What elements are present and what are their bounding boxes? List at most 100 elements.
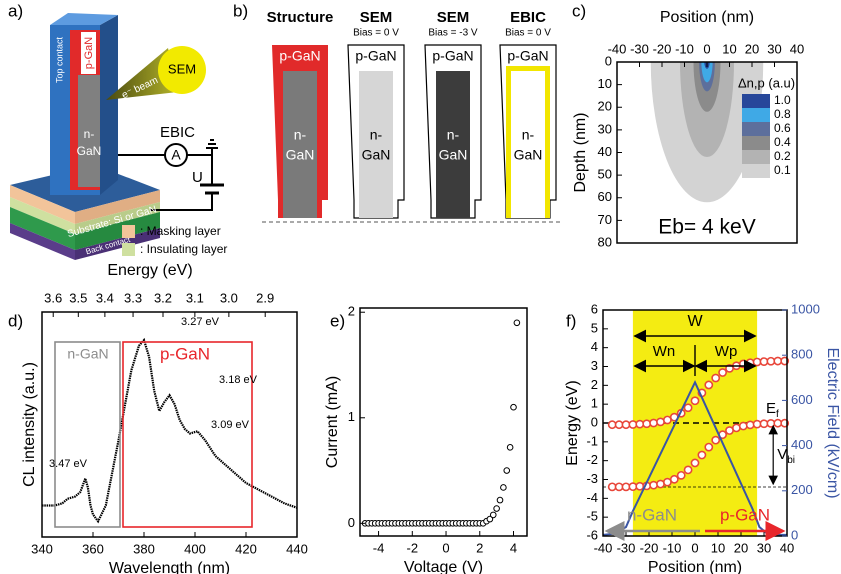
y-tick-label: 1: [348, 409, 355, 424]
p-gan-label: p-GaN: [279, 48, 320, 64]
substrate-layer: [75, 212, 160, 250]
masking-layer: [75, 190, 160, 224]
region-label: n-GaN: [67, 346, 108, 362]
label-sub: f: [776, 409, 779, 420]
x-tick-label: 380: [133, 541, 155, 556]
x-tick-label: 400: [184, 541, 206, 556]
panel-label: e): [330, 311, 345, 330]
y-axis-label: Current (mA): [324, 376, 341, 468]
x-axis-label: Wavelength (nm): [109, 560, 230, 574]
legend-label: : Masking layer: [140, 224, 221, 238]
region-label: p-GaN: [160, 344, 210, 363]
panel-label: b): [233, 1, 248, 20]
legend-label: 0.1: [774, 163, 791, 177]
x2-axis-label: Energy (eV): [107, 262, 192, 279]
iv-point: [486, 515, 494, 523]
panel-label: d): [8, 311, 23, 330]
legend-label: 0.4: [774, 135, 791, 149]
legend-label: : Insulating layer: [140, 242, 227, 256]
n-gan-label: n-: [370, 127, 383, 143]
band-point: [704, 380, 714, 390]
peak-annotation: 3.47 eV: [49, 458, 88, 470]
legend-swatch: [742, 108, 770, 122]
ammeter-label: A: [171, 147, 181, 163]
band-point: [738, 421, 748, 431]
wp-label: Wp: [715, 343, 738, 360]
x-tick-label: 30: [767, 41, 781, 56]
band-point: [690, 458, 700, 468]
column-title: SEM: [360, 9, 393, 26]
column-title: Structure: [267, 9, 334, 26]
x-tick-label: -10: [663, 540, 682, 555]
n-gan-label: n-GaN: [627, 505, 677, 524]
back-contact-layer: [10, 223, 75, 260]
x-tick-label: 360: [82, 541, 104, 556]
y-tick-label: 20: [598, 99, 612, 114]
label-main: E: [766, 400, 776, 417]
y-axis-label: Energy (eV): [564, 380, 581, 465]
x-axis-label: Position (nm): [660, 9, 754, 26]
ground: [206, 139, 218, 155]
n-gan-label: n-: [447, 127, 460, 143]
x-tick-label: -20: [653, 41, 672, 56]
top-contact-label: Top contact: [54, 36, 64, 83]
legend-swatch: [742, 164, 770, 178]
band-point: [711, 373, 721, 383]
iv-point: [513, 319, 521, 327]
panel-a: a) p-GaN Top contact n- GaN e⁻ beam SEM …: [8, 1, 227, 260]
x-tick-label: -30: [617, 540, 636, 555]
x2-tick-label: 3.5: [69, 290, 87, 305]
y-tick-label: 0: [348, 515, 355, 530]
legend-label: 0.8: [774, 107, 791, 121]
column-core: [436, 71, 470, 218]
legend-swatch: [122, 243, 135, 256]
y-tick-label: 1: [591, 396, 598, 411]
voltage-label: U: [192, 169, 203, 186]
p-gan-label: p-GaN: [720, 505, 770, 524]
y-tick-label: 70: [598, 212, 612, 227]
y-tick-label: 3: [591, 358, 598, 373]
y-tick-label: 2: [591, 377, 598, 392]
y-tick-label: 2: [348, 304, 355, 319]
n-gan-label: GaN: [286, 147, 315, 163]
x2-tick-label: 2.9: [256, 290, 274, 305]
x2-tick-label: 3.1: [186, 290, 204, 305]
band-point: [711, 435, 721, 445]
x-tick-label: -20: [640, 540, 659, 555]
n-gan-label: n-: [84, 127, 95, 141]
legend-swatch: [742, 94, 770, 108]
y-tick-label: 10: [598, 76, 612, 91]
band-point: [669, 474, 679, 484]
column-title: EBIC: [510, 9, 546, 26]
band-point: [656, 479, 665, 489]
plot-frame: [41, 311, 298, 538]
x2-tick-label: 3.6: [44, 290, 62, 305]
y2-axis-label: Electric Field (kV/cm): [824, 347, 841, 498]
x-tick-label: 340: [31, 541, 53, 556]
column-core: [283, 71, 317, 218]
x2-tick-label: 3.2: [154, 290, 172, 305]
column-subtitle: Bias = 0 V: [353, 28, 399, 39]
x-tick-label: -4: [373, 540, 385, 555]
wn-label: Wn: [653, 343, 676, 360]
panel-b: b) Structure p-GaN n- GaN SEM Bias = 0 V p-GaN…: [233, 1, 562, 223]
x-tick-label: 420: [235, 541, 257, 556]
column-subtitle: Bias = -3 V: [428, 28, 478, 39]
pillar-side: [100, 15, 118, 195]
panel-label: c): [572, 1, 586, 20]
band-point: [690, 396, 700, 406]
n-gan-core: [78, 75, 100, 187]
y-tick-label: 0: [605, 53, 612, 68]
x-axis-label: Voltage (V): [404, 559, 483, 574]
annotation: Eb= 4 keV: [658, 216, 755, 239]
x-tick-label: -40: [594, 540, 613, 555]
y-tick-label: -4: [586, 490, 598, 505]
n-gan-label: n-: [522, 127, 535, 143]
x-tick-label: 0: [691, 540, 698, 555]
band-point: [649, 480, 658, 490]
legend-label: 1.0: [774, 93, 791, 107]
column-title: SEM: [437, 9, 470, 26]
x-tick-label: 440: [286, 541, 308, 556]
y-tick-label: 4: [591, 339, 598, 354]
x2-tick-label: 3.0: [220, 290, 238, 305]
